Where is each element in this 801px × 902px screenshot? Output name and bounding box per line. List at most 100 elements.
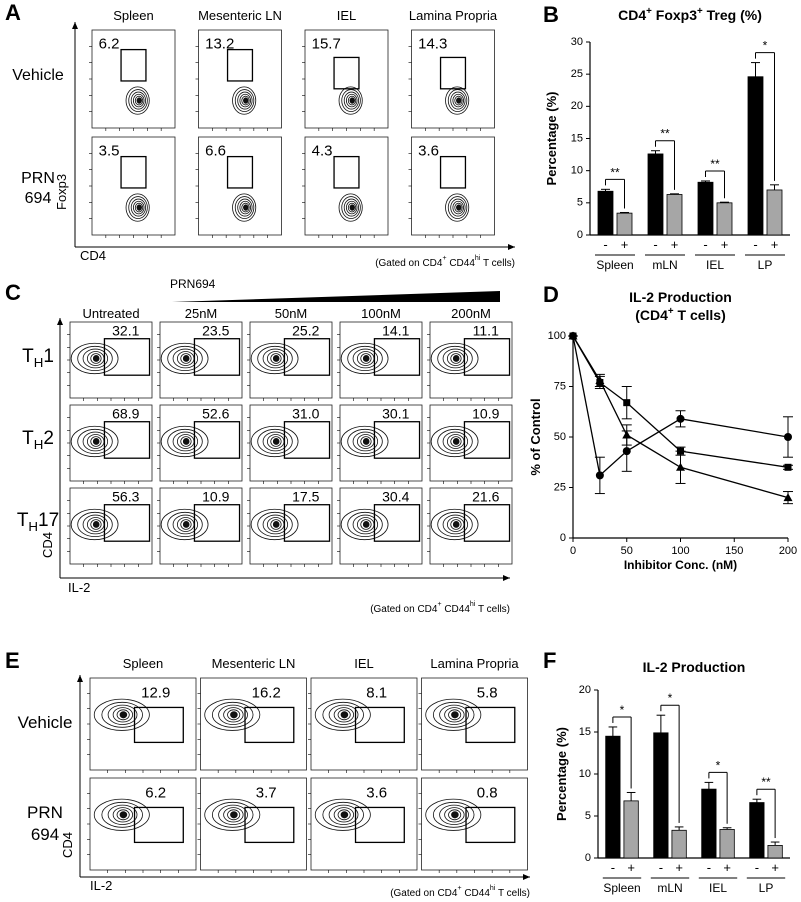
contour [101,801,143,828]
contour [180,436,192,447]
contour [257,511,293,538]
contour [349,97,355,104]
chart-title: IL-2 Production [643,659,746,675]
contour [101,701,143,728]
gate-value: 17.5 [292,489,319,505]
plot-frame [69,487,153,565]
contour [450,436,462,447]
contour [362,355,370,362]
gate-value: 30.4 [382,489,409,505]
y-axis-label: CD4 [40,532,55,558]
group-label: + [671,237,679,252]
bar [666,194,683,236]
x-axis-label: IL-2 [90,878,112,893]
contour [211,801,254,828]
contour [257,345,293,372]
y-tick-label: 0 [585,852,591,864]
gate-value: 68.9 [112,406,139,422]
contour [337,709,351,721]
plot-frame [69,321,153,399]
row-label: Vehicle [12,67,64,84]
gate [103,338,151,376]
contour [456,97,462,104]
contour [125,193,150,222]
gate-value: 16.2 [252,685,281,702]
contour [343,198,360,217]
bar [623,800,639,859]
contour [82,431,109,452]
row-label: PRN [27,803,63,822]
plot-frame [339,487,423,565]
contour [128,89,148,112]
plot-frame [310,777,418,871]
gate [133,806,184,844]
text-part: 17 [38,510,59,531]
gate [439,155,467,189]
contour [452,438,460,445]
gate-value: 56.3 [112,489,139,505]
text-part: 2 [43,428,54,449]
contour [239,200,251,215]
gate [193,504,241,542]
y-tick-label: 15 [579,726,591,738]
text-part: T [22,346,34,367]
contour [362,438,370,445]
contour [112,707,134,723]
gate-value: 13.2 [205,36,234,53]
gate [463,504,511,542]
marker [784,463,792,471]
contour [425,698,482,731]
y-tick-label: 15 [571,132,583,144]
text-part: H [34,437,44,452]
column-header: 25nM [185,306,218,321]
contour [107,704,138,725]
text-part: Treg (%) [703,7,762,23]
contour [172,514,199,535]
gate-value: 6.2 [99,36,120,53]
gate-value: 4.3 [312,143,333,160]
contour [352,514,379,535]
contour [130,91,147,110]
contour [125,86,150,115]
contour [452,521,460,528]
text-part: (Gated on CD4 [370,604,438,615]
significance: ** [660,127,670,141]
contour [345,200,358,215]
contour [447,89,468,112]
contour [180,519,192,530]
y-tick-label: 100 [548,330,566,342]
gate [133,706,184,744]
contour [270,436,282,447]
marker [595,471,604,480]
bar [767,845,783,859]
significance: * [763,39,768,53]
contour [136,97,142,104]
contour [182,521,190,528]
contour [450,353,462,364]
bar [716,202,733,236]
plot-frame [304,136,389,236]
y-tick-label: 20 [579,684,591,696]
contour [322,701,364,728]
contour [432,801,475,828]
contour [237,91,253,110]
contour [340,811,349,819]
row-label: 694 [25,190,52,207]
contour [180,353,192,364]
text-part: + [457,885,461,892]
contour [262,431,289,452]
column-header: 100nM [361,306,401,321]
contour [227,809,241,821]
gate-value: 31.0 [292,406,319,422]
bar [697,181,714,236]
text-part: (CD4 [635,307,668,323]
text-part: CD4 [618,7,646,23]
text-part: H [28,519,38,534]
group-label: - [653,237,657,252]
significance: ** [761,775,771,789]
contour [77,511,113,538]
row-label: Vehicle [18,713,73,732]
contour [250,508,299,541]
contour [314,698,371,731]
panel-letter: E [5,648,20,673]
